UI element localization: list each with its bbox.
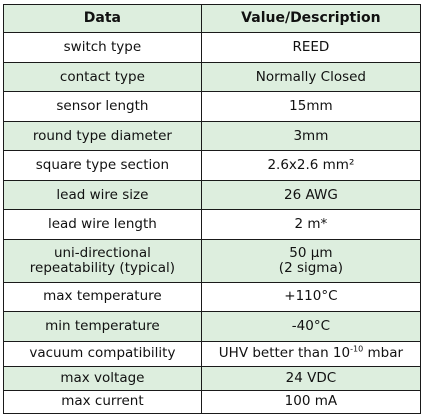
- table-row: switch type REED: [3, 32, 422, 63]
- row-value: 2.6x2.6 mm²: [200, 150, 422, 181]
- row-label: max temperature: [3, 281, 202, 313]
- row-value: Normally Closed: [200, 61, 422, 93]
- row-label: contact type: [3, 61, 202, 93]
- row-value-line1: 50 µm: [289, 244, 333, 261]
- table-row: square type section 2.6x2.6 mm²: [3, 150, 422, 181]
- row-value: +110°C: [200, 281, 422, 313]
- row-label: min temperature: [3, 311, 202, 342]
- row-value-line2: (2 sigma): [278, 259, 343, 276]
- table-row: max voltage 24 VDC: [3, 366, 422, 391]
- row-label-line1: uni-directional: [53, 244, 151, 261]
- specifications-table: Data Value/Description switch type REED …: [3, 3, 422, 415]
- row-value: 3mm: [200, 120, 422, 152]
- header-value: Value/Description: [200, 3, 422, 34]
- table-row: min temperature -40°C: [3, 311, 422, 342]
- row-label: lead wire length: [3, 209, 202, 240]
- table-row: contact type Normally Closed: [3, 61, 422, 93]
- row-value: 15mm: [200, 91, 422, 122]
- row-label-line2: repeatability (typical): [29, 259, 176, 276]
- table-row: sensor length 15mm: [3, 91, 422, 122]
- row-label: lead wire size: [3, 179, 202, 211]
- row-value: 2 m*: [200, 209, 422, 240]
- table-row: max current 100 mA: [3, 389, 422, 415]
- table-row: lead wire length 2 m*: [3, 209, 422, 240]
- header-data: Data: [3, 3, 202, 34]
- table-header-row: Data Value/Description: [3, 3, 422, 34]
- row-value: 24 VDC: [200, 366, 422, 391]
- row-value: REED: [200, 32, 422, 63]
- row-value: 50 µm (2 sigma): [200, 238, 422, 283]
- row-value-prefix: UHV better than 10: [218, 345, 351, 362]
- row-label: uni-directional repeatability (typical): [3, 238, 202, 283]
- row-label: vacuum compatibility: [3, 340, 202, 368]
- row-value: UHV better than 10-10 mbar: [200, 340, 422, 368]
- row-value-suffix: mbar: [363, 345, 404, 362]
- row-label: max current: [3, 389, 202, 415]
- table-row: uni-directional repeatability (typical) …: [3, 238, 422, 283]
- row-label: max voltage: [3, 366, 202, 391]
- table-row: lead wire size 26 AWG: [3, 179, 422, 211]
- table-row: round type diameter 3mm: [3, 120, 422, 152]
- row-label: square type section: [3, 150, 202, 181]
- row-value-exponent: -10: [350, 344, 364, 354]
- row-value: 26 AWG: [200, 179, 422, 211]
- row-label: switch type: [3, 32, 202, 63]
- row-label: round type diameter: [3, 120, 202, 152]
- row-value: -40°C: [200, 311, 422, 342]
- table-row: max temperature +110°C: [3, 281, 422, 313]
- row-label: sensor length: [3, 91, 202, 122]
- row-value: 100 mA: [200, 389, 422, 415]
- table-row: vacuum compatibility UHV better than 10-…: [3, 340, 422, 368]
